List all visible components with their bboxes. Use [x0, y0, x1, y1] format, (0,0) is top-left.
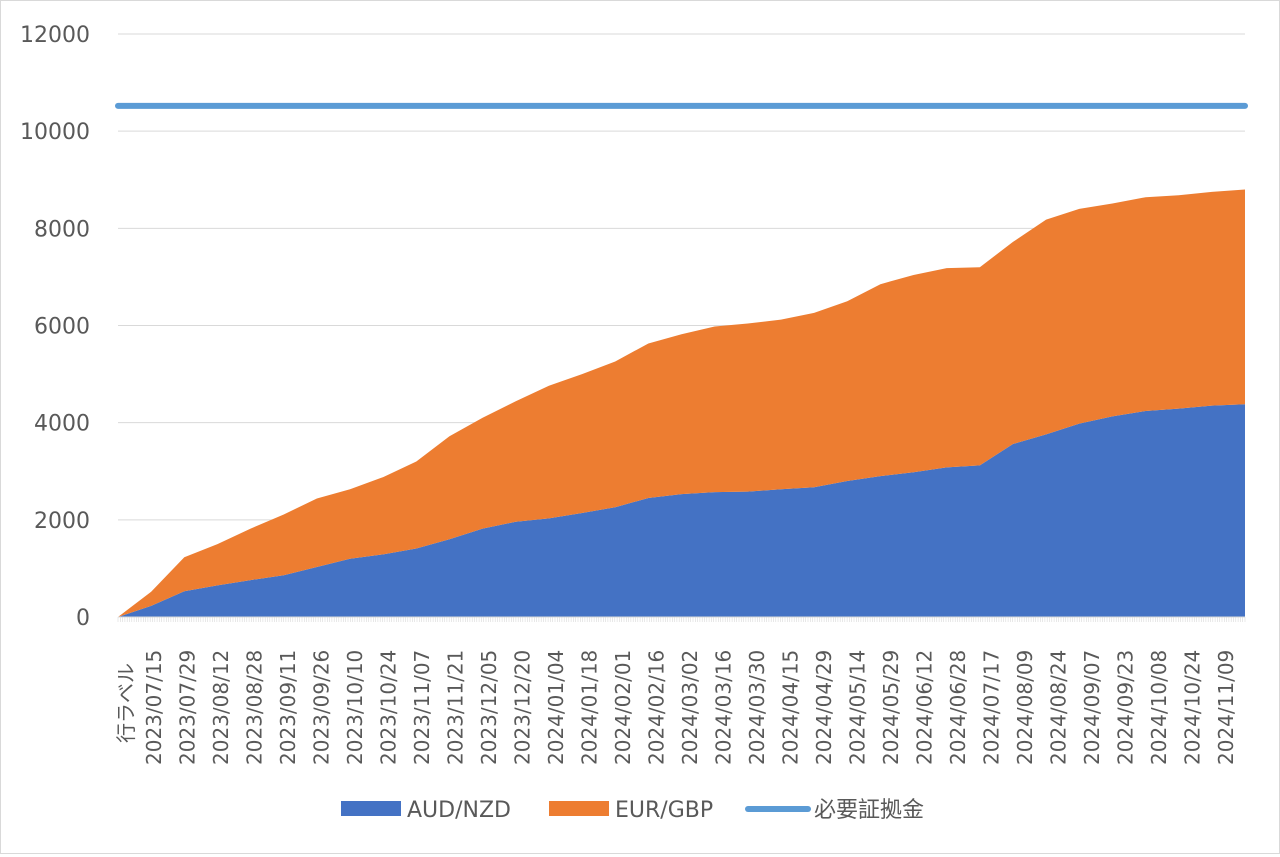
- x-tick-label: 2024/03/02: [678, 650, 702, 765]
- x-tick-label: 2024/10/08: [1147, 650, 1171, 765]
- x-tick-label: 2024/07/17: [980, 650, 1004, 765]
- x-tick-label: 2024/10/24: [1181, 650, 1205, 765]
- x-tick-label: 2023/08/12: [209, 650, 233, 765]
- x-axis: 行ラベル 2023/07/15 2023/07/29 2023/08/12 2023/0…: [114, 616, 1246, 765]
- x-tick-label: 2024/06/28: [946, 650, 970, 765]
- x-tick-label: 2024/04/15: [779, 650, 803, 765]
- x-tick-label: 2023/10/24: [377, 650, 401, 765]
- legend-swatch: [341, 801, 401, 816]
- x-tick-label: 2024/05/14: [846, 650, 870, 765]
- x-tick-label: 2024/02/16: [645, 650, 669, 765]
- area-eur-gbp: [118, 189, 1245, 617]
- x-tick-label: 2023/08/28: [243, 650, 267, 765]
- x-tick-label: 2023/10/10: [343, 650, 367, 765]
- y-tick-label: 10000: [20, 120, 90, 145]
- x-tick-label: 2023/07/29: [176, 650, 200, 765]
- legend-label: AUD/NZD: [407, 798, 511, 823]
- x-tick-label: 2023/09/11: [276, 650, 300, 765]
- y-tick-label: 2000: [34, 509, 90, 534]
- x-tick-label: 2024/08/24: [1047, 650, 1071, 765]
- x-tick-label: 2023/11/21: [444, 650, 468, 765]
- x-tick-label: 2024/01/18: [578, 650, 602, 765]
- x-tick-label: 2024/08/09: [1013, 650, 1037, 765]
- y-tick-label: 6000: [34, 315, 90, 340]
- y-tick-label: 12000: [20, 23, 90, 48]
- x-tick-label: 2024/03/30: [745, 650, 769, 765]
- x-tick-label: 2023/07/15: [142, 650, 166, 765]
- x-tick-label: 2023/12/05: [477, 650, 501, 765]
- x-tick-label: 2024/03/16: [712, 650, 736, 765]
- x-tick-label: 2024/11/09: [1214, 650, 1238, 765]
- area-series: [118, 189, 1245, 617]
- legend-swatch: [549, 801, 609, 816]
- x-tick-label: 2023/09/26: [310, 650, 334, 765]
- x-tick-label: 2024/04/29: [812, 650, 836, 765]
- y-tick-label: 0: [76, 606, 90, 631]
- legend-label: 必要証拠金: [814, 798, 924, 823]
- x-tick-label: 行ラベル: [114, 663, 138, 743]
- y-tick-label: 4000: [34, 412, 90, 437]
- x-tick-label: 2024/05/29: [879, 650, 903, 765]
- y-tick-label: 8000: [34, 217, 90, 242]
- legend-label: EUR/GBP: [615, 798, 713, 823]
- x-tick-label: 2024/06/12: [913, 650, 937, 765]
- legend: AUD/NZD EUR/GBP 必要証拠金: [341, 798, 924, 823]
- x-tick-label: 2024/01/04: [544, 650, 568, 765]
- x-tick-label: 2024/09/07: [1080, 650, 1104, 765]
- area-aud-nzd: [118, 404, 1245, 617]
- x-tick-label: 2023/11/07: [410, 650, 434, 765]
- y-axis: 0 2000 4000 6000 8000 10000 12000: [20, 23, 90, 631]
- x-tick-label: 2024/09/23: [1114, 650, 1138, 765]
- x-tick-label: 2023/12/20: [511, 650, 535, 765]
- x-tick-label: 2024/02/01: [611, 650, 635, 765]
